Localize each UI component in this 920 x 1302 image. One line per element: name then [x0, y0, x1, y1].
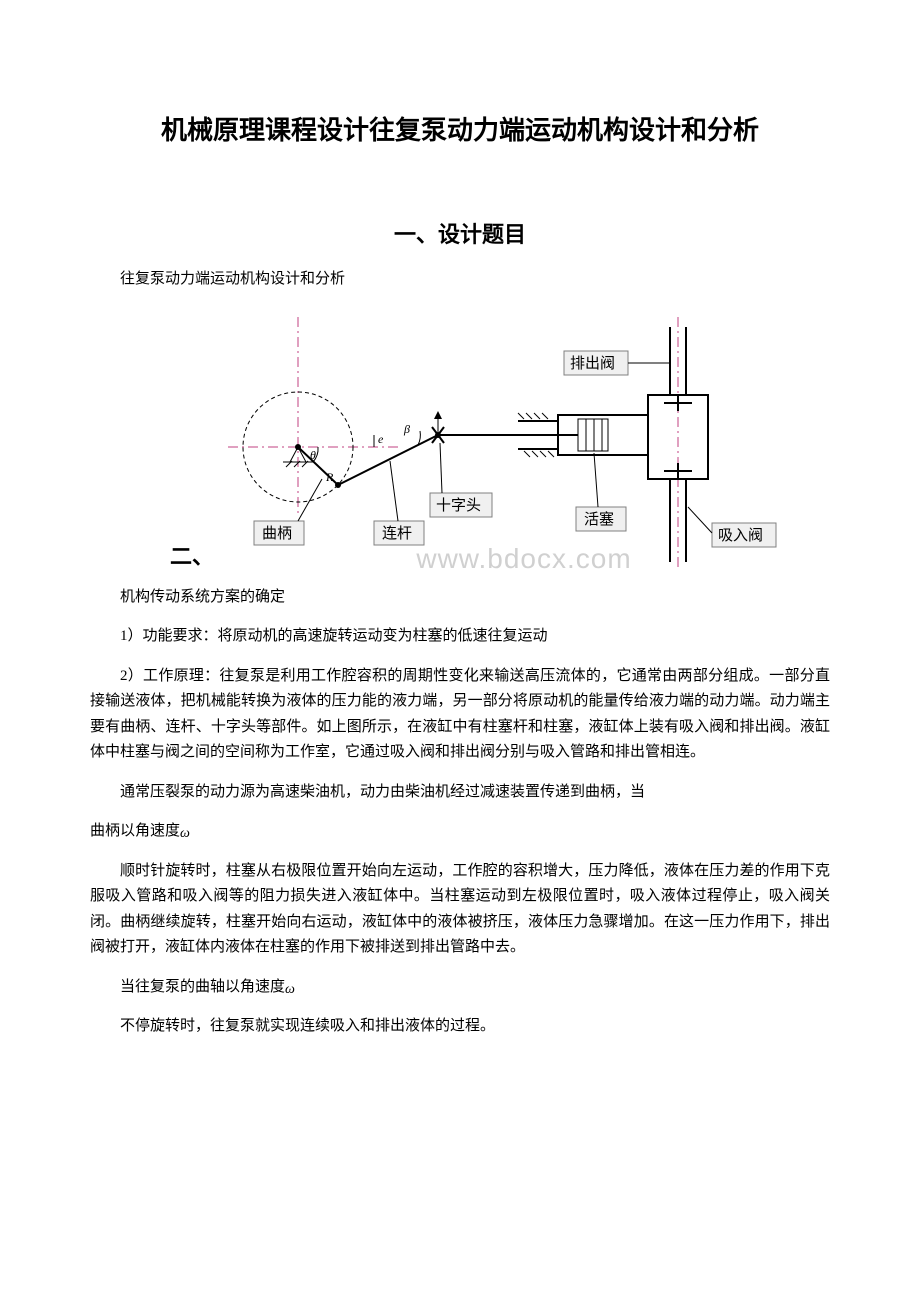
pump-diagram: θ R e β: [218, 307, 778, 577]
label-outlet: 排出阀: [570, 355, 615, 372]
label-crank: 曲柄: [262, 525, 292, 542]
diagram-container: θ R e β: [218, 307, 830, 577]
section1-line1: 往复泵动力端运动机构设计和分析: [90, 267, 830, 293]
r-label: R: [325, 470, 334, 484]
label-crosshead: 十字头: [436, 497, 481, 514]
section2-p2a: 通常压裂泵的动力源为高速柴油机，动力由柴油机经过减速装置传递到曲柄，当: [90, 780, 830, 806]
diagram-row: 二、 θ R: [90, 307, 830, 577]
section2-p2b: 曲柄以角速度: [90, 823, 180, 839]
omega-1: ω: [180, 826, 190, 841]
e-label: e: [378, 432, 384, 446]
section2-p5: 不停旋转时，往复泵就实现连续吸入和排出液体的过程。: [90, 1014, 830, 1040]
section2-p1: 2）工作原理：往复泵是利用工作腔容积的周期性变化来输送高压流体的，它通常由两部分…: [90, 664, 830, 766]
section2-line2: 1）功能要求：将原动机的高速旋转运动变为柱塞的低速往复运动: [90, 624, 830, 650]
label-inlet: 吸入阀: [718, 527, 763, 544]
section2-p4-line: 当往复泵的曲轴以角速度ω: [90, 975, 830, 1001]
main-title: 机械原理课程设计往复泵动力端运动机构设计和分析: [90, 110, 830, 147]
section2-p4a: 当往复泵的曲轴以角速度: [120, 979, 285, 995]
section2-p2b-line: 曲柄以角速度ω: [90, 819, 830, 845]
beta-label: β: [403, 422, 410, 436]
theta-label: θ: [310, 448, 316, 462]
section2-line1: 机构传动系统方案的确定: [90, 585, 830, 611]
label-piston: 活塞: [584, 510, 614, 528]
section2-p3: 顺时针旋转时，柱塞从右极限位置开始向左运动，工作腔的容积增大，压力降低，液体在压…: [90, 859, 830, 961]
section2-heading: 二、: [170, 539, 214, 577]
section1-heading: 一、设计题目: [90, 217, 830, 249]
omega-2: ω: [285, 982, 295, 997]
label-rod: 连杆: [382, 525, 412, 542]
